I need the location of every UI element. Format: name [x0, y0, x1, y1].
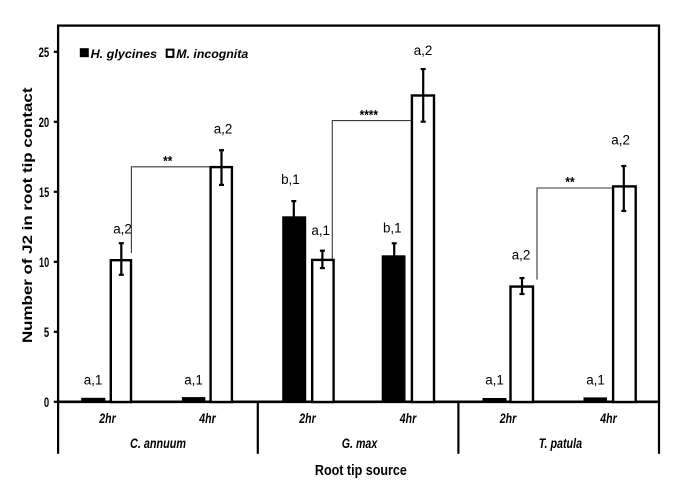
svg-text:2hr: 2hr — [99, 410, 117, 426]
svg-text:****: **** — [360, 106, 379, 122]
svg-text:b,1: b,1 — [281, 172, 300, 187]
svg-text:Root tip source: Root tip source — [315, 462, 407, 479]
svg-text:a,2: a,2 — [512, 248, 531, 263]
svg-text:a,1: a,1 — [485, 372, 504, 387]
svg-text:0: 0 — [44, 395, 49, 410]
svg-text:2hr: 2hr — [499, 410, 517, 426]
svg-text:G. max: G. max — [342, 435, 378, 451]
svg-text:a,2: a,2 — [113, 222, 132, 237]
svg-text:10: 10 — [39, 255, 49, 270]
svg-text:4hr: 4hr — [199, 410, 217, 426]
svg-text:a,2: a,2 — [414, 43, 433, 58]
svg-text:Number of J2 in root tip conta: Number of J2 in root tip contact — [20, 87, 35, 343]
svg-text:a,1: a,1 — [84, 372, 103, 387]
svg-text:a,1: a,1 — [184, 372, 203, 387]
svg-text:2hr: 2hr — [299, 410, 317, 426]
svg-text:T. patula: T. patula — [539, 435, 582, 451]
svg-text:M. incognita: M. incognita — [176, 47, 248, 61]
svg-text:**: ** — [565, 174, 575, 190]
svg-text:a,1: a,1 — [311, 223, 330, 238]
svg-text:15: 15 — [39, 185, 50, 200]
svg-text:H. glycines: H. glycines — [91, 47, 158, 61]
svg-text:a,2: a,2 — [214, 122, 233, 137]
svg-text:5: 5 — [44, 325, 50, 340]
svg-text:a,2: a,2 — [611, 132, 630, 147]
svg-text:20: 20 — [39, 115, 50, 130]
svg-text:a,1: a,1 — [586, 372, 605, 387]
svg-text:4hr: 4hr — [600, 410, 618, 426]
svg-text:25: 25 — [39, 45, 50, 60]
svg-text:b,1: b,1 — [383, 221, 402, 236]
svg-text:4hr: 4hr — [399, 410, 417, 426]
svg-text:C. annuum: C. annuum — [130, 435, 186, 451]
svg-text:**: ** — [163, 153, 173, 169]
